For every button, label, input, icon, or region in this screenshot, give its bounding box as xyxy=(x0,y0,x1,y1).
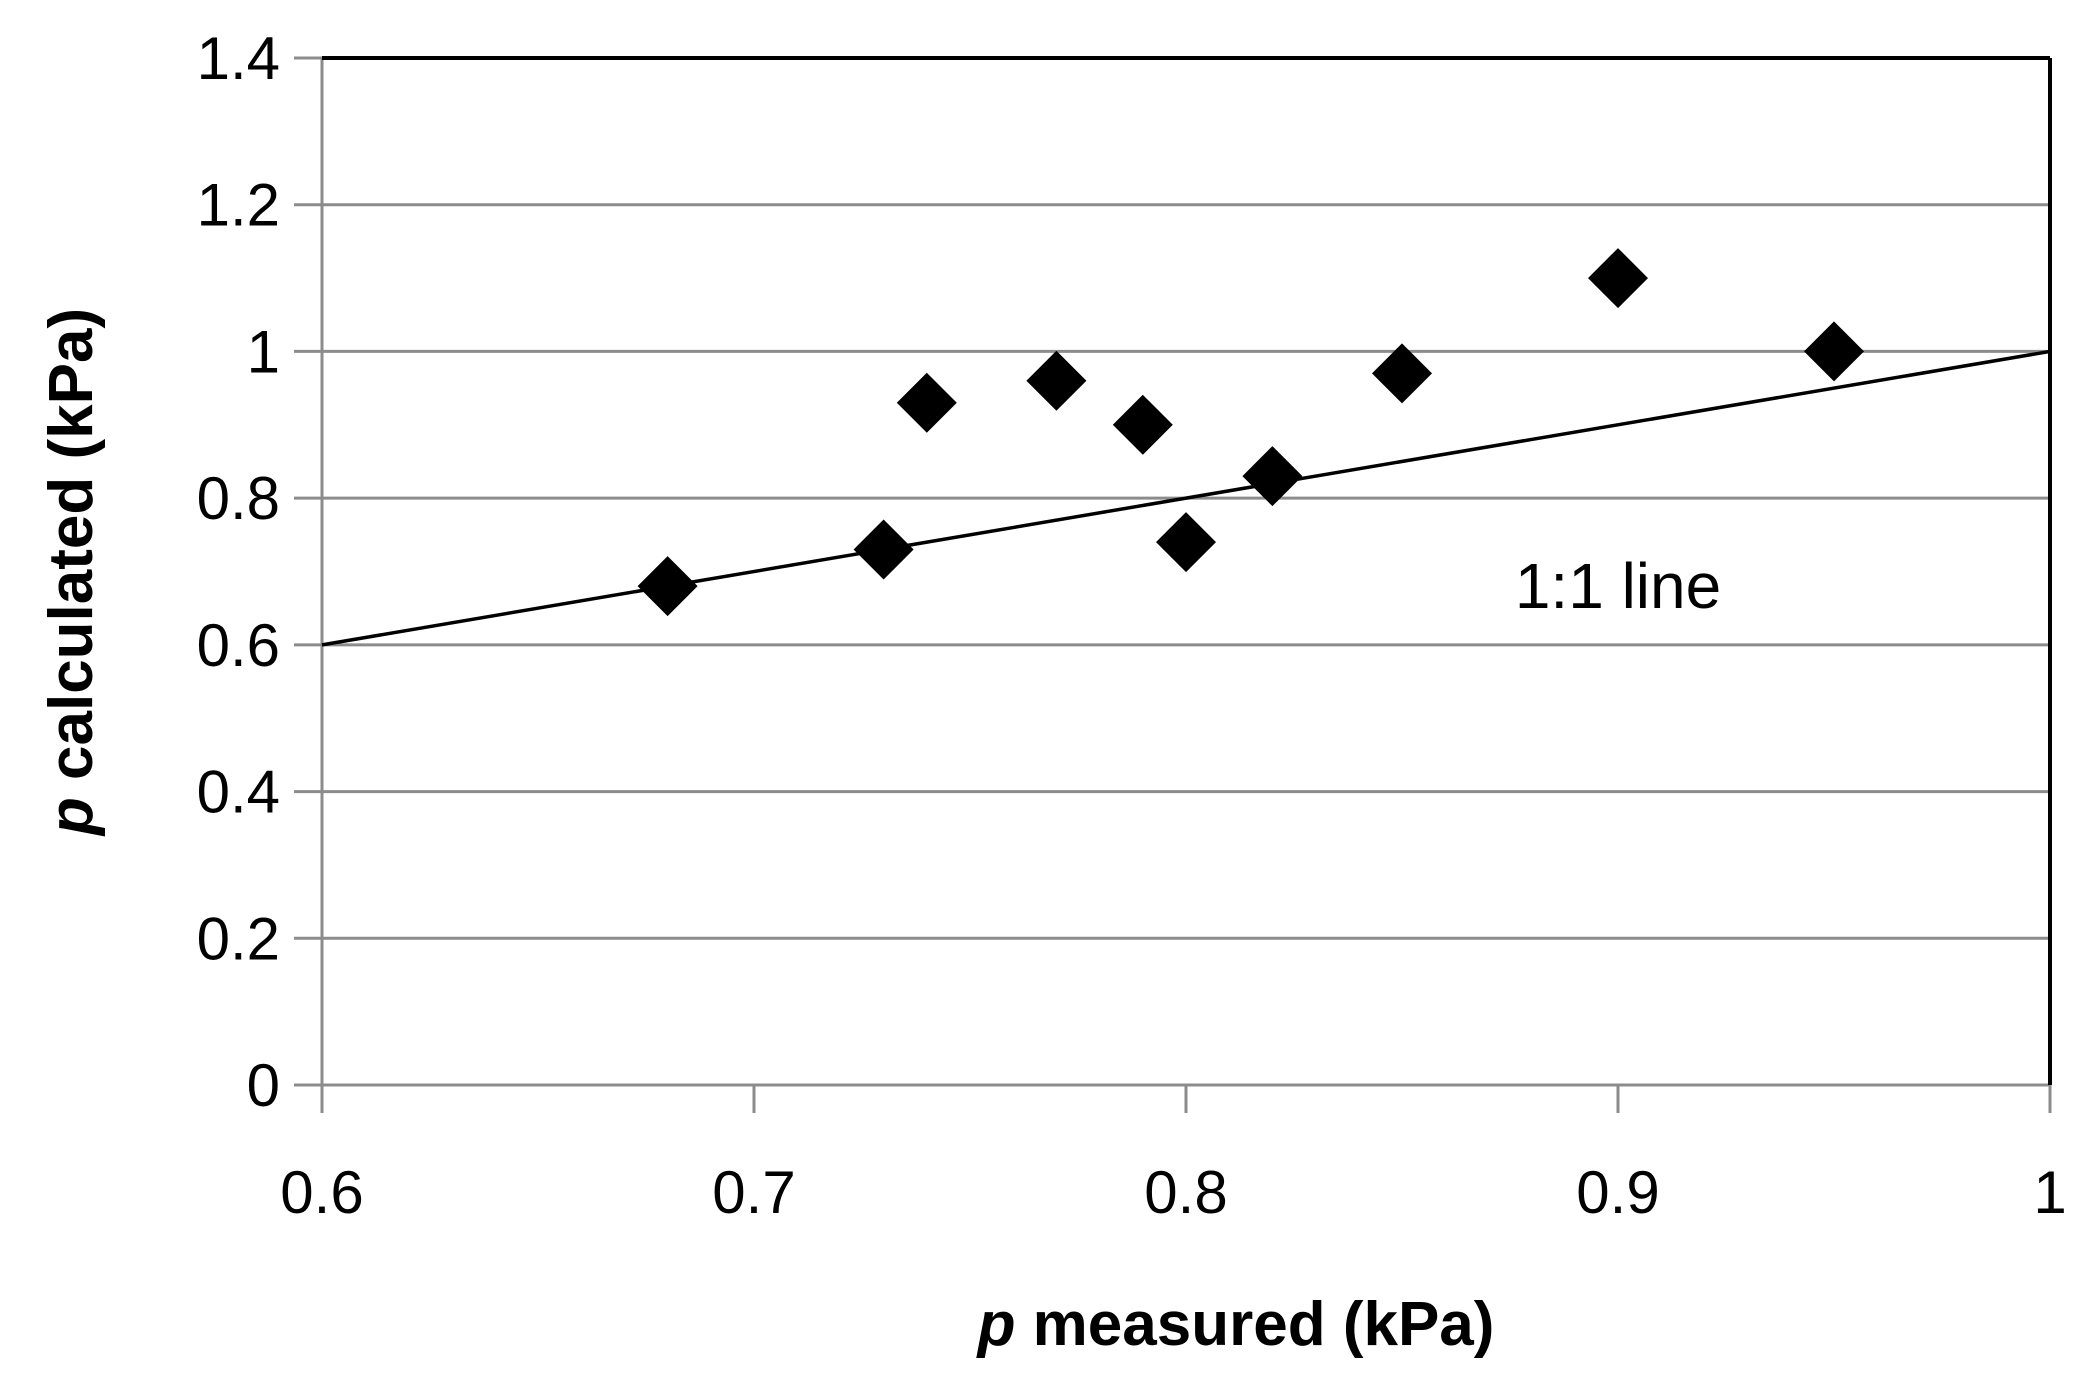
x-tick-label: 0.7 xyxy=(712,1159,795,1226)
data-point xyxy=(853,519,914,580)
annotations: 1:1 line xyxy=(1515,550,1721,622)
x-axis-title-text: measured (kPa) xyxy=(1015,1290,1494,1359)
line-annotation: 1:1 line xyxy=(1515,550,1721,622)
y-tick-label: 1 xyxy=(247,318,280,385)
x-tick-label: 0.9 xyxy=(1576,1159,1659,1226)
y-tick-label: 1.2 xyxy=(197,172,280,239)
x-axis-title-symbol: p xyxy=(976,1290,1016,1359)
data-point xyxy=(1242,446,1303,507)
data-point xyxy=(1156,512,1216,573)
y-tick-labels: 0 0.2 0.4 0.6 0.8 1 1.2 1.4 xyxy=(197,25,280,1119)
y-tick-label: 0.6 xyxy=(197,612,280,679)
y-axis-title-text: calculated (kPa) xyxy=(37,308,106,797)
x-tick-label: 1 xyxy=(2033,1159,2066,1226)
x-axis-title: p measured (kPa) xyxy=(976,1290,1495,1359)
y-tick-label: 0.4 xyxy=(197,759,280,826)
data-point xyxy=(637,556,698,617)
data-point xyxy=(1026,350,1087,411)
x-tick-labels: 0.6 0.7 0.8 0.9 1 xyxy=(280,1159,2066,1226)
x-tick-label: 0.6 xyxy=(280,1159,363,1226)
x-tick-label: 0.8 xyxy=(1144,1159,1227,1226)
data-point xyxy=(1112,394,1173,455)
gridlines xyxy=(320,56,2052,1087)
data-point xyxy=(1588,248,1648,309)
data-point xyxy=(1804,321,1864,382)
y-tick-label: 0.8 xyxy=(197,465,280,532)
data-series xyxy=(321,248,2051,647)
axis-ticks xyxy=(294,56,2052,1113)
one-to-one-line xyxy=(321,349,2051,647)
data-point xyxy=(896,372,957,433)
data-point xyxy=(1372,343,1432,404)
y-axis-title: p calculated (kPa) xyxy=(37,308,106,837)
y-tick-label: 1.4 xyxy=(197,25,280,92)
y-tick-label: 0 xyxy=(247,1052,280,1119)
y-axis-title-symbol: p xyxy=(37,797,106,837)
y-tick-label: 0.2 xyxy=(197,905,280,972)
